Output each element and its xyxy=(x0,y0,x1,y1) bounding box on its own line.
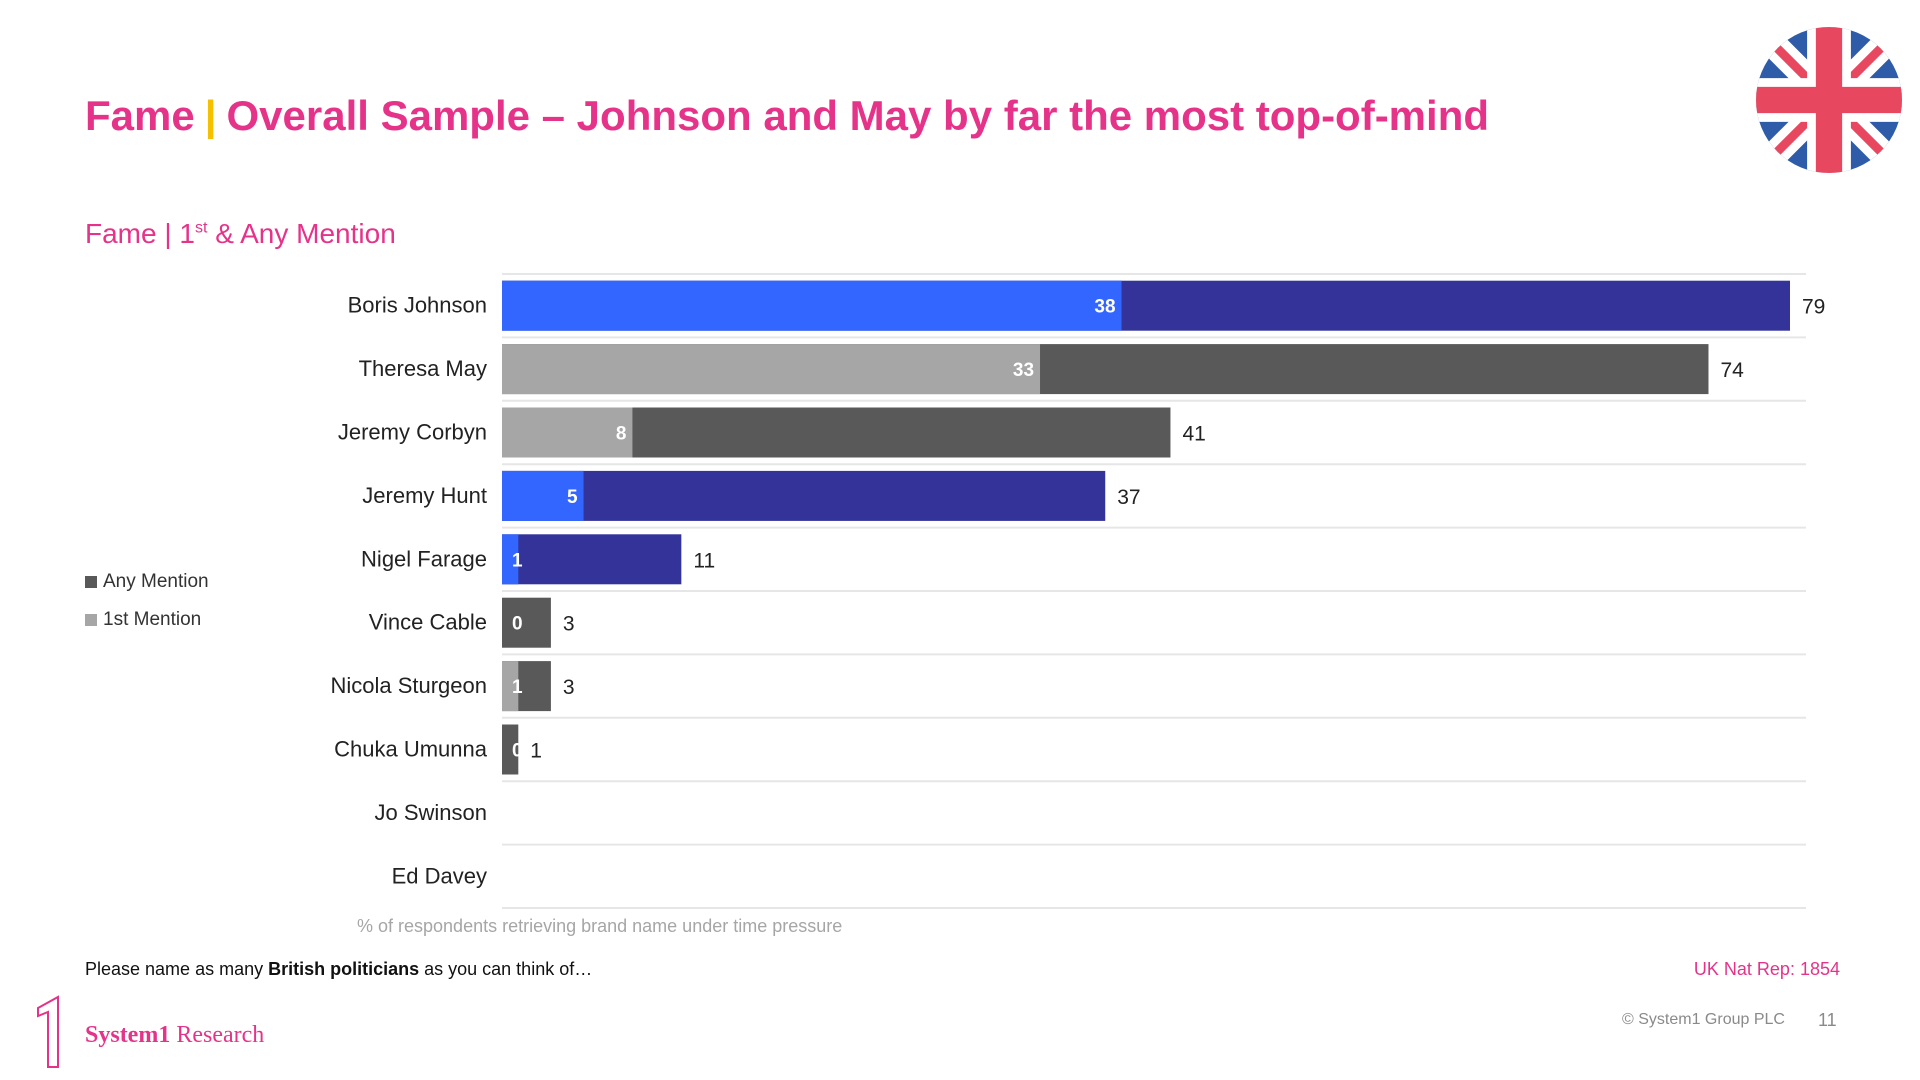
bar-first-mention xyxy=(502,661,519,712)
subtitle-text: Fame | 1 xyxy=(85,218,195,249)
question-bold: British politicians xyxy=(268,959,420,979)
question-text: Please name as many xyxy=(85,959,269,979)
data-label-any: 3 xyxy=(563,613,575,636)
data-label-first: 0 xyxy=(512,614,523,635)
title-separator: | xyxy=(204,92,217,139)
category-label: Vince Cable xyxy=(369,610,487,635)
data-label-any: 11 xyxy=(693,549,715,572)
category-label: Jeremy Corbyn xyxy=(338,420,487,445)
category-label: Jo Swinson xyxy=(374,800,487,825)
legend-label: Any Mention xyxy=(103,571,209,592)
data-label-first: 33 xyxy=(1013,360,1034,381)
legend-swatch-first xyxy=(85,614,97,626)
legend-label: 1st Mention xyxy=(103,609,202,630)
survey-question: Please name as many British politicians … xyxy=(85,959,592,980)
copyright: © System1 Group PLC xyxy=(1622,1011,1785,1028)
bar-any-mention xyxy=(502,724,519,775)
category-label: Jeremy Hunt xyxy=(362,483,487,508)
bar-first-mention xyxy=(502,534,519,585)
page-title: Fame | Overall Sample – Johnson and May by… xyxy=(85,92,1489,140)
x-axis-label: % of respondents retrieving brand name u… xyxy=(357,916,843,936)
data-label-first: 0 xyxy=(512,741,523,762)
data-label-first: 0 xyxy=(512,867,523,888)
category-label: Chuka Umunna xyxy=(334,737,488,762)
data-label-any: 74 xyxy=(1720,359,1744,382)
data-label-first: 1 xyxy=(512,677,523,698)
bar-first-mention xyxy=(502,280,1122,331)
data-label-any: 41 xyxy=(1182,423,1205,446)
sample-size: UK Nat Rep: 1854 xyxy=(1693,959,1840,979)
category-label: Boris Johnson xyxy=(348,293,487,318)
question-text-end: as you can think of… xyxy=(419,959,593,979)
subtitle-sup: st xyxy=(194,219,208,237)
data-label-any: 1 xyxy=(530,740,542,763)
data-label-any: 37 xyxy=(1117,486,1140,509)
page-number: 11 xyxy=(1818,1010,1837,1030)
bar-first-mention xyxy=(502,470,584,521)
data-label-any: 3 xyxy=(563,676,575,699)
legend-swatch-any xyxy=(85,576,97,588)
legend-first-mention: 1st Mention xyxy=(85,609,201,631)
data-label-first: 5 xyxy=(567,487,578,508)
data-label-any: 79 xyxy=(1802,296,1825,319)
subtitle-text-end: & Any Mention xyxy=(207,218,396,249)
logo-rest: Research xyxy=(170,1022,265,1048)
category-label: Nigel Farage xyxy=(361,546,487,571)
bar-any-mention xyxy=(502,597,551,648)
category-label: Theresa May xyxy=(359,356,487,381)
data-label-first: 1 xyxy=(512,550,523,571)
legend-any-mention: Any Mention xyxy=(85,571,209,593)
data-label-first: 8 xyxy=(616,424,627,445)
system1-logo-text: System1 Research xyxy=(85,1022,264,1049)
union-jack-flag-icon xyxy=(1756,27,1902,173)
chart-subtitle: Fame | 1st & Any Mention xyxy=(85,218,396,250)
title-right: Overall Sample – Johnson and May by far … xyxy=(226,92,1490,139)
data-label-first: 0 xyxy=(512,804,523,825)
category-label: Ed Davey xyxy=(392,863,487,888)
category-label: Nicola Sturgeon xyxy=(330,673,487,698)
bar-first-mention xyxy=(502,344,1041,395)
system1-logo-icon xyxy=(37,995,59,1068)
title-left: Fame xyxy=(85,92,195,139)
logo-bold: System1 xyxy=(85,1022,171,1048)
data-label-first: 38 xyxy=(1094,297,1115,318)
bar-any-mention xyxy=(502,534,682,585)
bar-first-mention xyxy=(502,407,633,458)
bar-any-mention xyxy=(502,470,1106,521)
